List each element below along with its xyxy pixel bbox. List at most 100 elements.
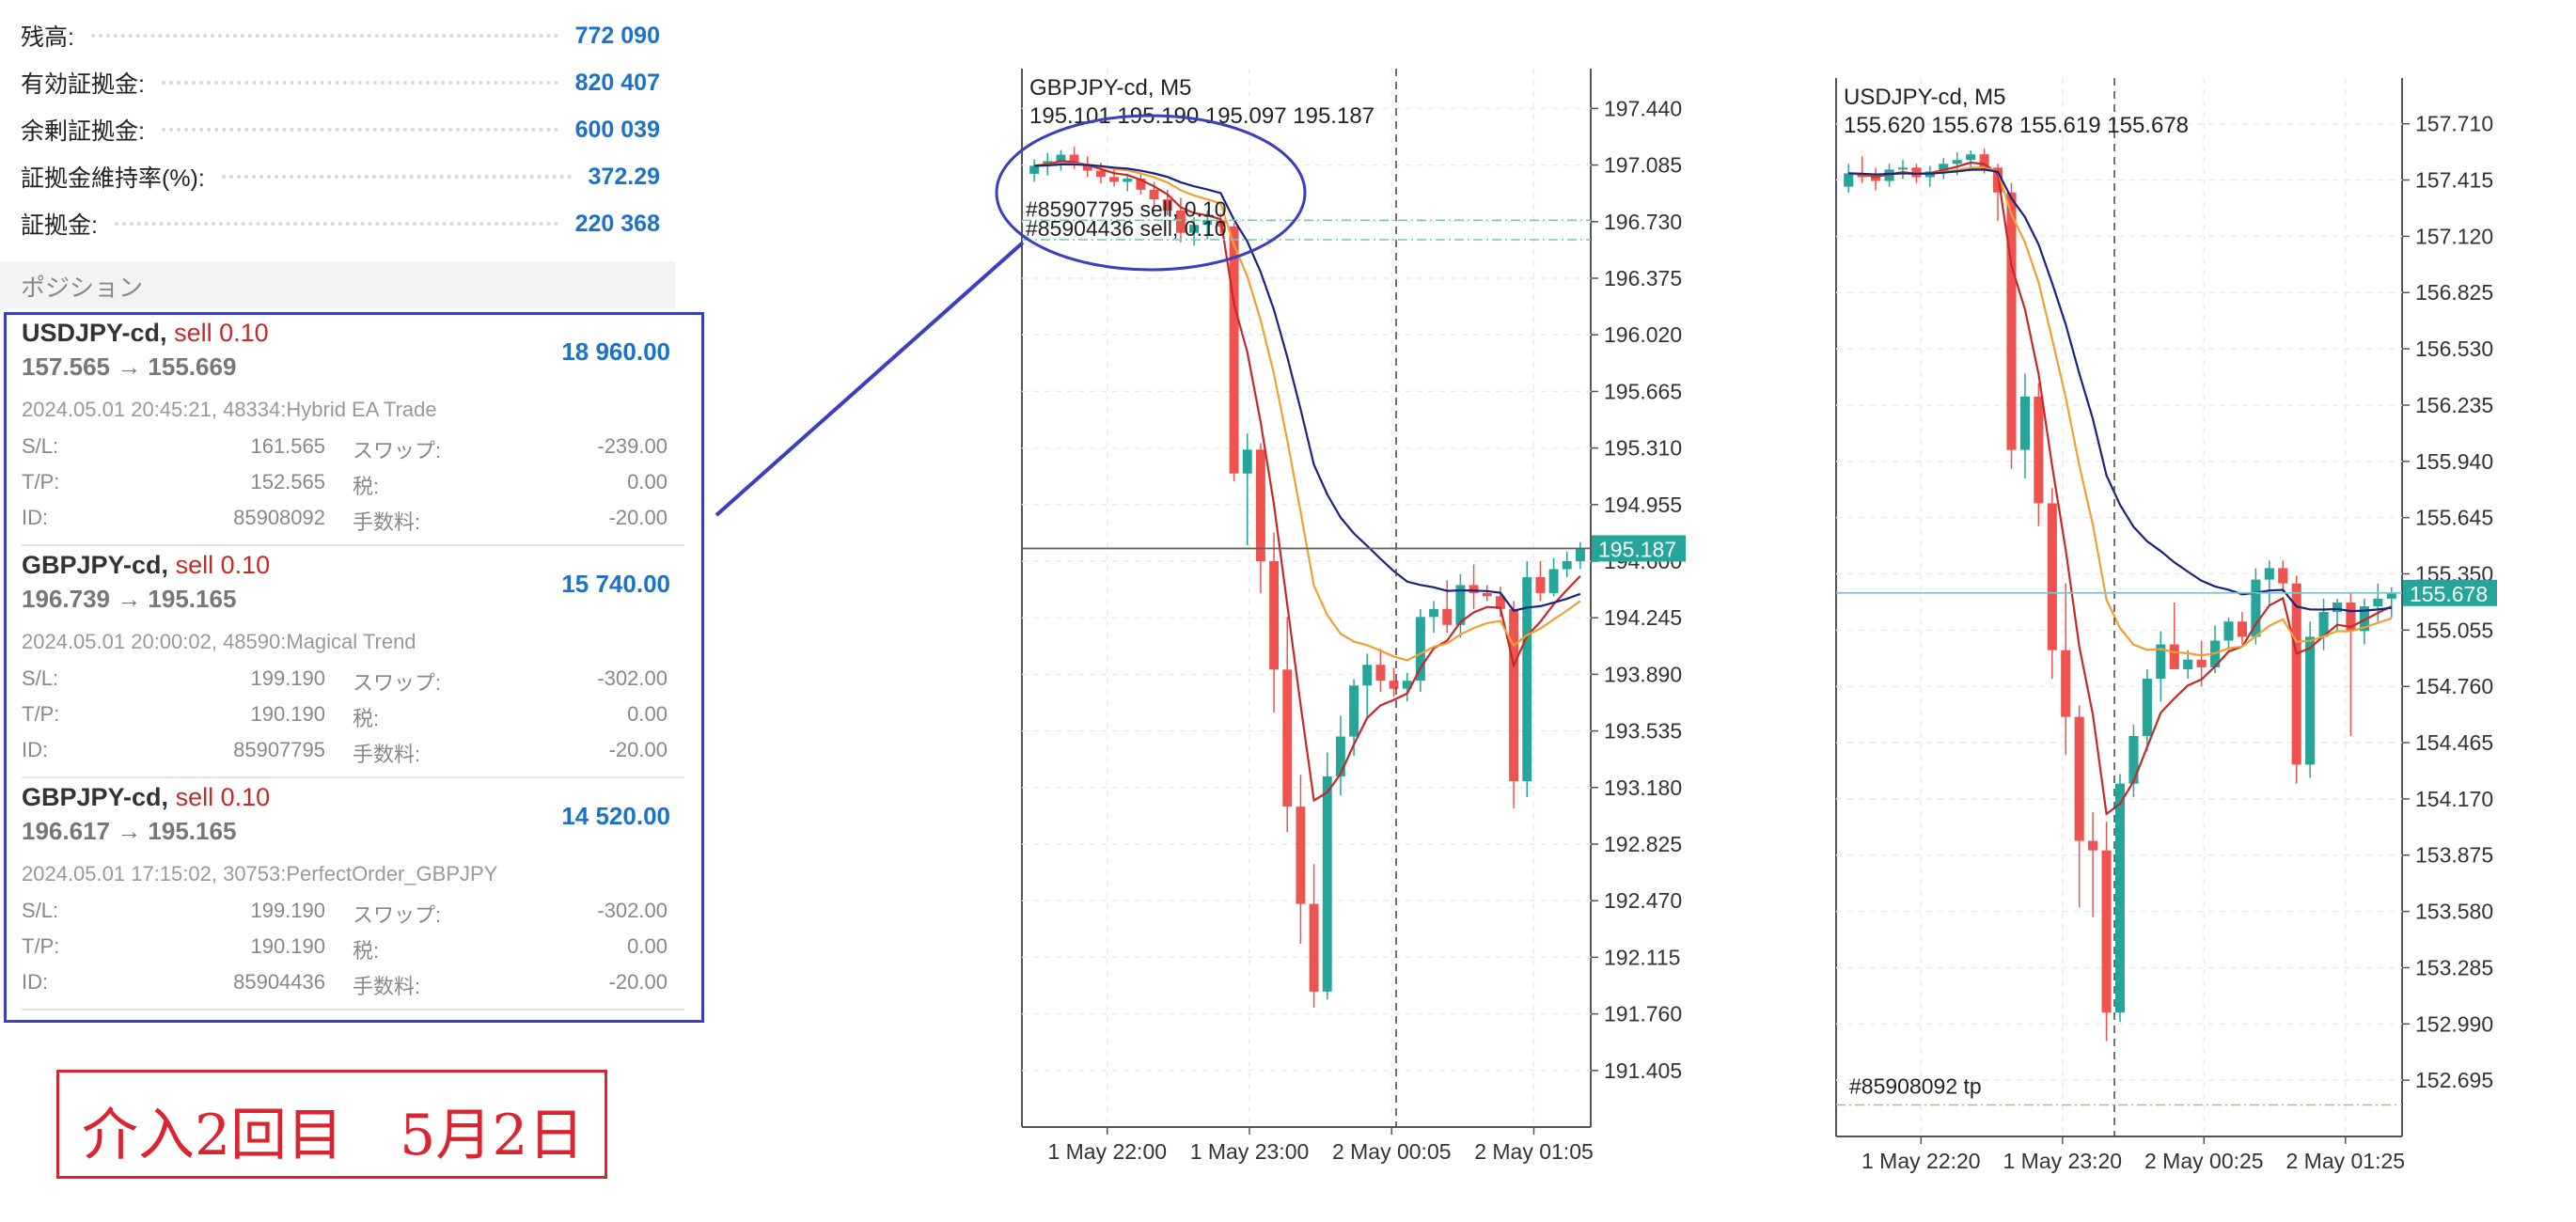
candle-body bbox=[1335, 736, 1345, 776]
y-tick-label: 193.535 bbox=[1604, 719, 1682, 744]
balance-value: 772 090 bbox=[574, 22, 660, 49]
id-value: 85908092 bbox=[233, 506, 325, 529]
balance-row: 残高: 772 090 bbox=[21, 17, 660, 55]
position-item[interactable]: GBPJPY-cd, sell 0.10 196.739 → 195.165 1… bbox=[22, 547, 684, 778]
fee-label: 手数料: bbox=[353, 510, 421, 534]
x-tick-label: 1 May 23:00 bbox=[1190, 1139, 1310, 1164]
tp-label: #85908092 tp bbox=[1849, 1074, 1982, 1099]
ma-fast-line bbox=[1848, 161, 2393, 816]
y-tick-label: 156.530 bbox=[2415, 337, 2493, 361]
sl-label: S/L: bbox=[22, 899, 59, 922]
swap-label: スワップ: bbox=[353, 439, 442, 462]
swap-value: -302.00 bbox=[597, 899, 668, 922]
fee-value: -20.00 bbox=[608, 738, 668, 761]
candle-body bbox=[2251, 579, 2261, 637]
balance-label: 残高: bbox=[21, 24, 74, 51]
candle-body bbox=[2264, 568, 2274, 580]
sl-value: 161.565 bbox=[250, 434, 325, 458]
candle-body bbox=[2114, 783, 2126, 1013]
y-tick-label: 155.055 bbox=[2415, 618, 2493, 642]
position-detail-row: T/P: 152.565 税: 0.00 bbox=[22, 470, 670, 498]
position-profit: 15 740.00 bbox=[561, 570, 670, 598]
tp-label: T/P: bbox=[22, 702, 60, 726]
y-tick-label: 196.020 bbox=[1604, 322, 1682, 347]
tp-value: 190.190 bbox=[250, 934, 325, 958]
candle-body bbox=[1149, 189, 1159, 200]
y-tick-label: 156.825 bbox=[2415, 280, 2493, 305]
candle-body bbox=[1415, 617, 1425, 682]
margin-level-label: 証拠金維持率(%): bbox=[21, 165, 205, 192]
candle-body bbox=[2142, 679, 2152, 736]
candle-body bbox=[1282, 669, 1293, 807]
candle-body bbox=[2237, 621, 2248, 637]
free-margin-label: 余剰証拠金: bbox=[21, 118, 145, 145]
candle-body bbox=[2183, 659, 2193, 669]
position-item[interactable]: GBPJPY-cd, sell 0.10 196.617 → 195.165 1… bbox=[22, 779, 684, 1010]
candle-body bbox=[2278, 568, 2288, 584]
y-tick-label: 152.990 bbox=[2415, 1011, 2493, 1036]
margin-row: 証拠金: 220 368 bbox=[21, 205, 660, 243]
y-tick-label: 153.285 bbox=[2415, 955, 2493, 979]
id-label: ID: bbox=[22, 738, 49, 761]
margin-level-row: 証拠金維持率(%): 372.29 bbox=[21, 158, 660, 196]
position-symbol: GBPJPY-cd, bbox=[22, 783, 169, 811]
y-tick-label: 193.890 bbox=[1604, 662, 1682, 686]
position-meta: 2024.05.01 20:00:02, 48590:Magical Trend bbox=[22, 630, 416, 653]
y-tick-label: 197.085 bbox=[1604, 153, 1682, 178]
swap-label: スワップ: bbox=[353, 903, 442, 927]
candle-body bbox=[1979, 154, 1989, 168]
candle-body bbox=[2088, 840, 2098, 851]
position-profit: 18 960.00 bbox=[561, 337, 670, 366]
tax-label: 税: bbox=[353, 707, 380, 730]
candle-body bbox=[1175, 210, 1186, 233]
chart-symbol-label: GBPJPY-cd, M5 bbox=[1029, 75, 1192, 101]
y-tick-label: 196.730 bbox=[1604, 210, 1682, 234]
candle-body bbox=[2128, 735, 2139, 784]
y-tick-label: 157.415 bbox=[2415, 168, 2493, 193]
candle-body bbox=[1844, 173, 1854, 187]
candle-body bbox=[2156, 644, 2166, 680]
y-tick-label: 192.825 bbox=[1604, 832, 1682, 856]
tp-value: 190.190 bbox=[250, 702, 325, 726]
positions-section-title: ポジション bbox=[21, 274, 144, 302]
position-item[interactable]: USDJPY-cd, sell 0.10 157.565 → 155.669 1… bbox=[22, 315, 684, 546]
position-side: sell 0.10 bbox=[174, 319, 269, 347]
sl-label: S/L: bbox=[22, 434, 59, 458]
position-price: 196.617 → 195.165 bbox=[22, 817, 237, 845]
candle-body bbox=[1495, 596, 1505, 609]
highlight-ellipse bbox=[995, 114, 1307, 272]
equity-value: 820 407 bbox=[574, 69, 660, 96]
candle-body bbox=[1442, 608, 1453, 625]
candle-body bbox=[2006, 192, 2017, 450]
price-chart: 197.440 197.085 196.730 196.375 196.020 195.6… bbox=[1021, 69, 1686, 1164]
y-tick-label: 194.955 bbox=[1604, 493, 1682, 517]
ma-slow-line bbox=[1034, 163, 1581, 612]
candle-body bbox=[2373, 598, 2383, 606]
id-value: 85907795 bbox=[233, 738, 325, 761]
position-detail-row: ID: 85907795 手数料: -20.00 bbox=[22, 738, 670, 766]
candle-body bbox=[1429, 608, 1439, 618]
position-detail-row: S/L: 161.565 スワップ: -239.00 bbox=[22, 434, 670, 462]
price-chart: 157.710 157.415 157.120 156.825 156.530 156.2… bbox=[1835, 78, 2497, 1173]
tax-label: 税: bbox=[353, 939, 380, 963]
candle-body bbox=[1056, 154, 1066, 162]
candle-body bbox=[1322, 776, 1332, 992]
position-meta: 2024.05.01 17:15:02, 30753:PerfectOrder_… bbox=[22, 862, 498, 885]
candle-body bbox=[1255, 449, 1265, 561]
free-margin-row: 余剰証拠金: 600 039 bbox=[21, 111, 660, 149]
candle-body bbox=[1162, 199, 1172, 211]
candle-body bbox=[2359, 605, 2369, 632]
candle-body bbox=[1296, 807, 1306, 904]
y-tick-label: 197.440 bbox=[1604, 96, 1682, 120]
ma-mid-line bbox=[1848, 166, 2393, 657]
y-tick-label: 154.170 bbox=[2415, 787, 2493, 811]
candle-body bbox=[2386, 592, 2396, 599]
candle-body bbox=[1269, 560, 1280, 670]
current-price-tag bbox=[1592, 535, 1686, 562]
candle-body bbox=[1575, 548, 1585, 561]
current-price-tag bbox=[2403, 579, 2497, 606]
candle-body bbox=[1202, 220, 1213, 226]
candle-body bbox=[2332, 602, 2343, 613]
ma-fast-line bbox=[1033, 160, 1581, 803]
candle-body bbox=[2047, 503, 2057, 650]
